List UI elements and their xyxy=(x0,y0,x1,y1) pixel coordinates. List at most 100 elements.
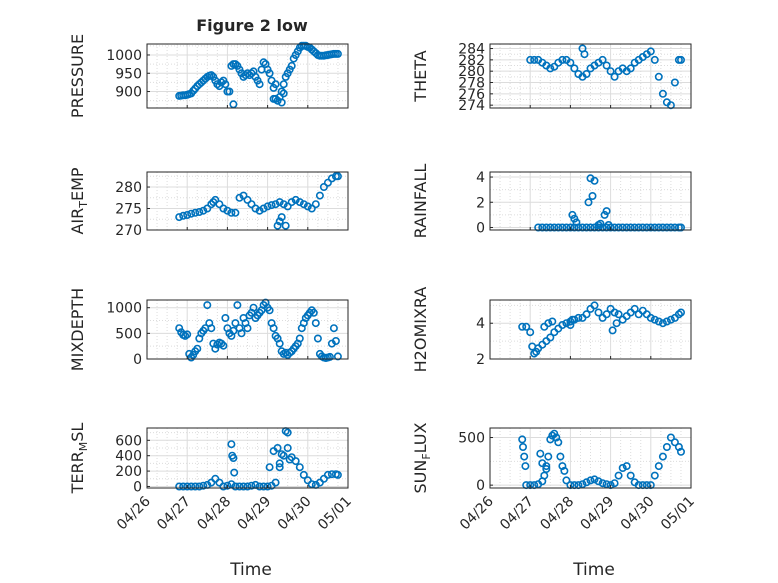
sun-flux-data-point xyxy=(536,449,545,458)
theta-data-point xyxy=(610,72,619,81)
pressure-data-point xyxy=(221,80,230,89)
h2omixra-data-point xyxy=(530,349,539,358)
terr-msl-data-point xyxy=(239,482,248,491)
h2omixra-data-point xyxy=(594,308,603,317)
pressure-data-point xyxy=(333,49,342,58)
sun-flux-data-point xyxy=(654,462,663,471)
sun-flux-data-point xyxy=(521,462,530,471)
figure-title: Figure 2 low xyxy=(196,16,308,35)
h2omixra-data-point xyxy=(610,308,619,317)
theta-y-tick-label: 274 xyxy=(458,98,485,114)
sun-flux-data-point xyxy=(650,471,659,480)
pressure-data-point xyxy=(231,60,240,69)
terr-msl-data-point xyxy=(273,443,282,452)
air-temp-data-point xyxy=(281,221,290,230)
terr-msl-data-point xyxy=(283,428,292,437)
mixdepth-data-point xyxy=(249,303,258,312)
terr-msl-data-point xyxy=(195,482,204,491)
sun-flux-y-tick-label: 0 xyxy=(476,478,485,494)
rainfall-data-point xyxy=(634,223,643,232)
sun-flux-data-point xyxy=(554,438,563,447)
terr-msl-data-point xyxy=(265,463,274,472)
pressure-y-tick-label: 900 xyxy=(115,85,142,101)
pressure-data-point xyxy=(225,87,234,96)
pressure-data-point xyxy=(213,80,222,89)
rainfall-data-point xyxy=(604,221,613,230)
rainfall-data-point xyxy=(554,223,563,232)
terr-msl-data-point xyxy=(227,480,236,489)
air-temp-y-tick-label: 280 xyxy=(115,180,142,196)
panel-air-temp: 270 275 280 AIRTEMP xyxy=(68,167,349,239)
air-temp-data-point xyxy=(263,202,272,211)
rainfall-plot-area xyxy=(490,172,691,230)
sun-flux-data-point xyxy=(518,442,527,451)
terr-msl-x-tick-label: 04/26 xyxy=(114,493,154,533)
theta-data-point xyxy=(658,89,667,98)
terr-msl-data-point xyxy=(235,482,244,491)
h2omixra-data-point xyxy=(666,315,675,324)
sun-flux-data-point xyxy=(622,462,631,471)
mixdepth-grid xyxy=(146,300,349,360)
terr-msl-data-point xyxy=(175,482,184,491)
terr-msl-data-point xyxy=(283,443,292,452)
theta-data-point xyxy=(676,55,685,64)
terr-msl-data-point xyxy=(263,482,272,491)
air-temp-data-point xyxy=(303,202,312,211)
h2omixra-data-point xyxy=(630,304,639,313)
sun-flux-data-point xyxy=(544,452,553,461)
mixdepth-data-point xyxy=(221,313,230,322)
theta-data-point xyxy=(546,64,555,73)
rainfall-data-point xyxy=(654,223,663,232)
air-temp-axes-box xyxy=(146,171,349,231)
mixdepth-axes-box xyxy=(146,299,349,360)
air-temp-data-point xyxy=(243,195,252,204)
theta-y-tick-label: 276 xyxy=(458,87,485,103)
sun-flux-data-point xyxy=(578,480,587,489)
mixdepth-data-point xyxy=(275,339,284,348)
rainfall-data-point xyxy=(562,223,571,232)
sun-flux-x-tick-label: 04/30 xyxy=(618,494,658,534)
rainfall-y-tick-label: 4 xyxy=(476,170,485,186)
pressure-data-point xyxy=(279,80,288,89)
terr-msl-data-point xyxy=(183,482,192,491)
air-temp-data-point xyxy=(215,200,224,209)
h2omixra-y-tick-label: 2 xyxy=(476,352,485,368)
theta-axes-box xyxy=(489,43,692,109)
theta-y-tick-label: 278 xyxy=(458,76,485,92)
rainfall-data-point xyxy=(622,223,631,232)
air-temp-data-point xyxy=(283,202,292,211)
air-temp-data-point xyxy=(199,206,208,215)
mixdepth-data-point xyxy=(313,334,322,343)
sun-flux-data-point xyxy=(602,480,611,489)
air-temp-data-point xyxy=(203,204,212,213)
sun-flux-grid xyxy=(489,428,692,488)
air-temp-data-point xyxy=(307,204,316,213)
air-temp-series xyxy=(175,172,342,230)
theta-data-point xyxy=(670,78,679,87)
mixdepth-data-point xyxy=(325,352,334,361)
terr-msl-series xyxy=(175,427,342,491)
h2omixra-data-point xyxy=(650,315,659,324)
rainfall-data-point xyxy=(588,192,597,201)
terr-msl-axes-box xyxy=(146,427,349,489)
terr-msl-data-point xyxy=(333,470,342,479)
mixdepth-data-point xyxy=(233,301,242,310)
terr-msl-data-point xyxy=(179,482,188,491)
air-temp-data-point xyxy=(231,208,240,217)
h2omixra-data-point xyxy=(546,333,555,342)
pressure-data-point xyxy=(269,94,278,103)
terr-msl-data-point xyxy=(299,470,308,479)
air-temp-data-point xyxy=(287,198,296,207)
rainfall-data-point xyxy=(596,219,605,228)
terr-msl-data-point xyxy=(323,470,332,479)
rainfall-y-tick-label: 0 xyxy=(476,220,485,236)
theta-data-point xyxy=(526,55,535,64)
theta-data-point xyxy=(598,55,607,64)
mixdepth-data-point xyxy=(211,344,220,353)
terr-msl-data-point xyxy=(307,480,316,489)
pressure-data-point xyxy=(287,61,296,70)
mixdepth-data-point xyxy=(329,324,338,333)
mixdepth-data-point xyxy=(219,341,228,350)
